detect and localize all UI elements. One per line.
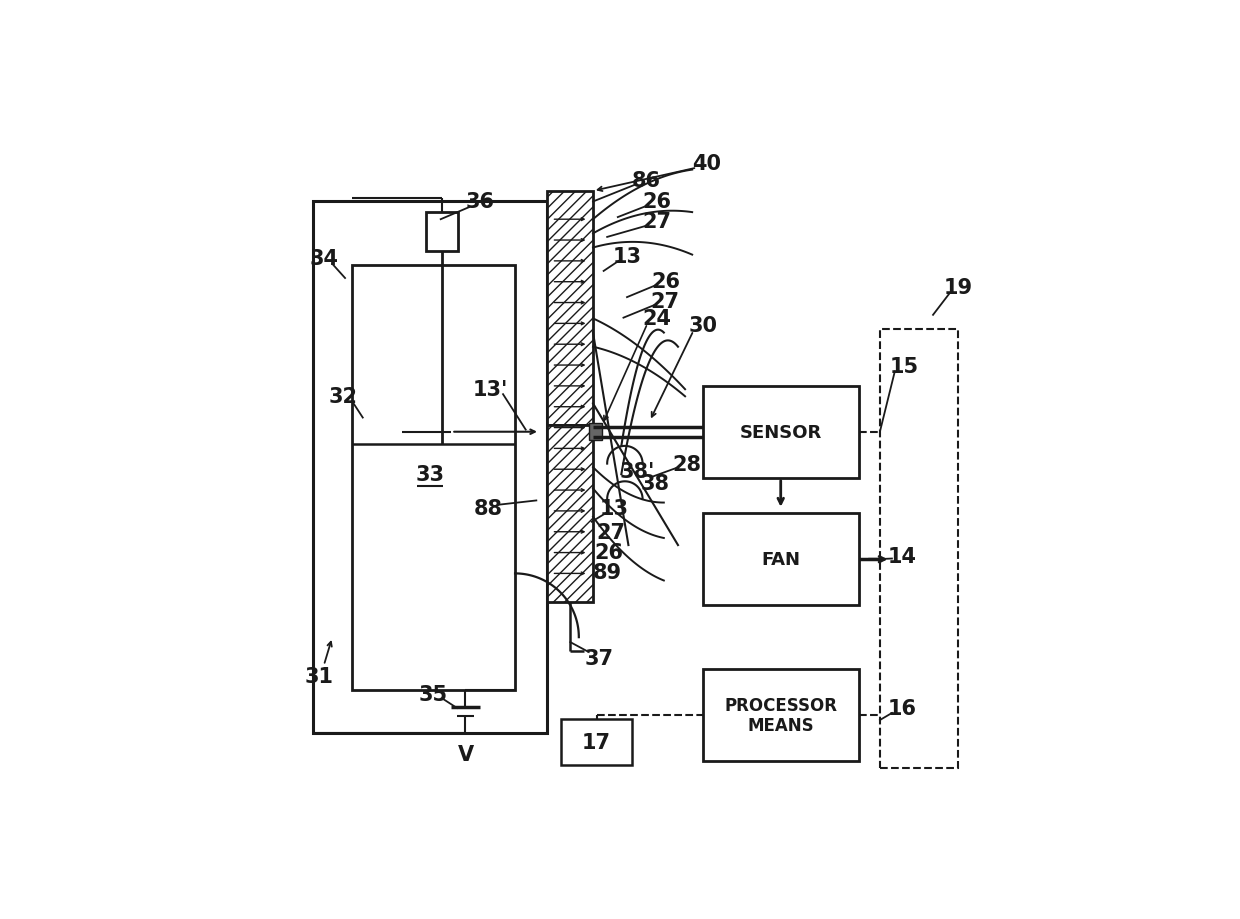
Text: V: V [458,744,474,765]
Text: 26: 26 [642,192,671,212]
Bar [425,213,458,252]
Bar [547,192,593,425]
Text: 27: 27 [650,291,680,312]
Bar [352,266,515,690]
Text: 40: 40 [692,153,720,174]
Bar [703,514,858,606]
Bar [703,386,858,478]
Text: 16: 16 [888,698,916,719]
Text: 89: 89 [593,562,621,583]
Text: 33: 33 [415,465,445,484]
Text: 37: 37 [584,649,613,669]
Bar [703,669,858,761]
Text: 17: 17 [582,732,611,752]
Bar [562,719,632,765]
Text: 86: 86 [631,171,661,191]
Text: 31: 31 [305,666,334,686]
Bar [314,202,547,733]
Text: 36: 36 [465,192,495,212]
Text: 26: 26 [651,271,681,291]
Text: 38: 38 [641,474,670,494]
Text: 35: 35 [419,684,448,704]
Text: 32: 32 [329,387,357,407]
Text: 14: 14 [888,546,916,566]
Text: PROCESSOR
MEANS: PROCESSOR MEANS [724,696,837,734]
Text: 26: 26 [594,542,622,562]
Text: 28: 28 [672,454,701,474]
Bar [880,330,957,768]
Bar [547,425,593,602]
Text: 15: 15 [890,357,919,377]
Text: 27: 27 [596,522,625,542]
Text: 27: 27 [642,211,671,232]
Text: 19: 19 [944,278,972,297]
Text: 13: 13 [613,247,641,267]
Text: 13': 13' [472,380,508,400]
Text: 13: 13 [600,499,629,518]
Text: 34: 34 [309,249,339,269]
Bar [589,424,603,441]
Text: SENSOR: SENSOR [739,424,822,441]
Text: FAN: FAN [761,550,800,569]
Text: 88: 88 [474,498,502,518]
Text: 30: 30 [688,316,717,336]
Text: 24: 24 [642,309,671,329]
Text: 38': 38' [620,461,655,482]
